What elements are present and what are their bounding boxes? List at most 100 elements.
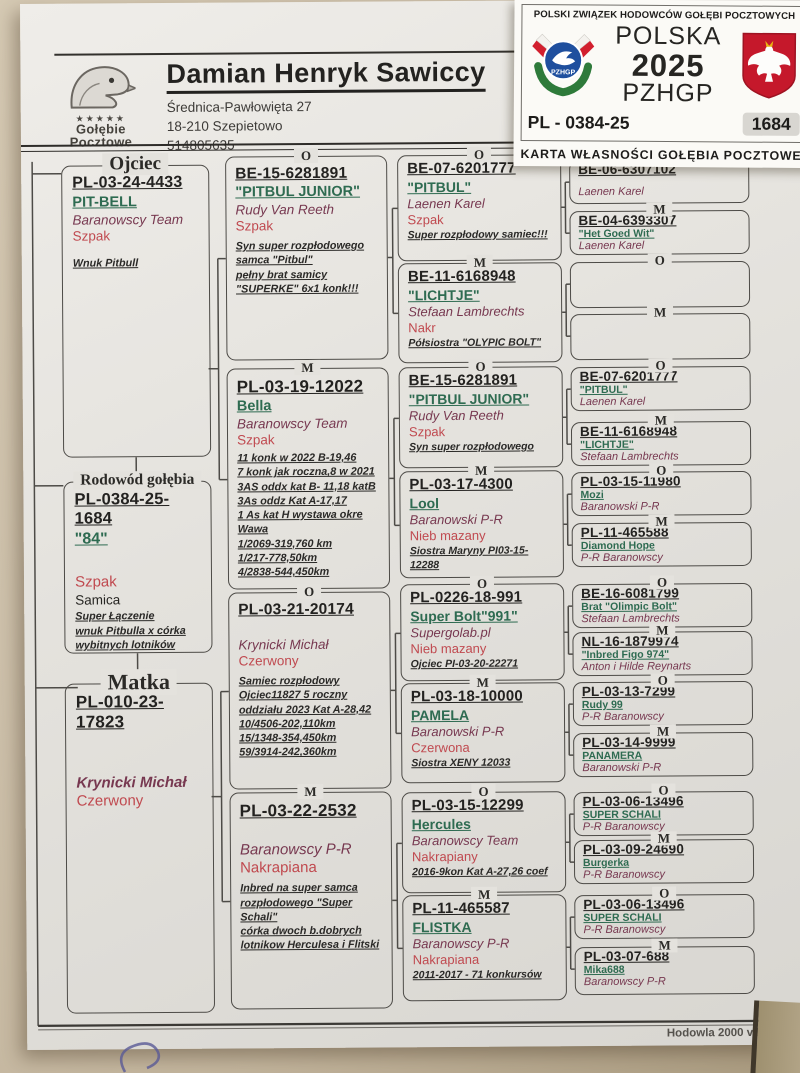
sex-label: O xyxy=(293,147,319,164)
pigeon-name: Burgerka xyxy=(582,856,630,869)
breeder-name: Baranowski P-R xyxy=(409,511,503,528)
color-label: Szpak xyxy=(235,218,274,234)
sex-label: M xyxy=(646,304,674,320)
description: Inbred na super samca rozpłodowego "Supe… xyxy=(240,882,380,952)
pedigree-card: ★★★★★ Gołębie Pocztowe Damian Henryk Saw… xyxy=(20,0,800,1050)
sex-label: M xyxy=(469,674,496,691)
badge-inner-frame: POLSKI ZWIĄZEK HODOWCÓW GOŁĘBI POCZTOWYC… xyxy=(520,4,800,143)
country-label: POLSKA xyxy=(615,21,722,51)
mother-box: Matka PL-010-23-17823 Krynicki Michał Cz… xyxy=(64,668,216,1014)
sex-label: O xyxy=(296,583,322,600)
pigeon-name: Mozi xyxy=(580,488,604,501)
sex-label: O xyxy=(468,358,493,375)
color-label: Nieb mazany xyxy=(409,527,486,543)
sex-label: O xyxy=(651,782,676,798)
mother-title: Matka xyxy=(100,668,177,696)
breeder-name: P-R Baranowscy xyxy=(580,551,663,565)
color-label: Nakr xyxy=(408,319,436,335)
sex-label: M xyxy=(466,254,494,271)
breeder-name: Supergolab.pl xyxy=(410,624,491,641)
pedigree-box: M PL-03-18-10000 PAMELA Baranowski P-R C… xyxy=(400,674,566,784)
pigeon-head-icon xyxy=(70,66,138,109)
sex-label: O xyxy=(469,575,495,592)
color-label: Nieb mazany xyxy=(410,640,487,656)
pedigree-box: O xyxy=(569,253,751,309)
description: Syn super rozpłodowego samca "Pitbul" pe… xyxy=(235,239,365,296)
description: 2011-2017 - 71 konkursów xyxy=(412,968,542,982)
color-label: Szpak xyxy=(72,228,111,244)
description: Siostra XENY 12033 xyxy=(411,756,511,770)
color-label: Czerwony xyxy=(238,653,299,669)
breeder-name: Baranowscy P-R xyxy=(583,975,666,988)
description: Wnuk Pitbull xyxy=(72,257,139,270)
badge-ring-number: PL - 0384-25 xyxy=(527,111,630,133)
description: Syn super rozpłodowego xyxy=(409,440,534,454)
sex-label: M xyxy=(651,937,678,953)
pedigree-chart: Ojciec PL-03-24-4433 PIT-BELL Baranowscy… xyxy=(21,146,800,1049)
paper-edge-shadow xyxy=(749,1000,800,1073)
breeder-name: P-R Baranowscy xyxy=(583,868,666,881)
breeder-name: Baranowscy Team xyxy=(72,211,184,228)
emblem-text: PZHGP xyxy=(551,70,575,77)
sex-label: M xyxy=(650,830,678,846)
pedigree-box: O BE-15-6281891 "PITBUL JUNIOR" Rudy Van… xyxy=(225,147,389,361)
pedigree-box: O BE-07-6201777 "PITBUL" Laenen Karel xyxy=(570,358,751,412)
pigeon-name: PANAMERA xyxy=(582,749,643,762)
pedigree-box: O BE-15-6281891 "PITBUL JUNIOR" Rudy Van… xyxy=(398,358,564,469)
pedigree-box: M BE-04-6393307 "Het Goed Wit" Laenen Ka… xyxy=(569,201,750,256)
pedigree-box: O PL-0226-18-991 Super Bolt"991" Supergo… xyxy=(400,575,565,682)
ring-number: PL-03-21-20174 xyxy=(238,600,354,619)
color-label: Szpak xyxy=(407,211,444,227)
ring-number: PL-03-22-2532 xyxy=(239,800,357,821)
pedigree-box: O BE-16-6081799 Brat "Olimpic Bolt" Stef… xyxy=(572,574,753,629)
breeder-name: Laenen Karel xyxy=(579,395,646,409)
color-label: Szpak xyxy=(408,423,446,439)
breeder-name: Stefaan Lambrechts xyxy=(408,303,525,320)
color-label: Czerwony xyxy=(76,791,144,810)
breeder-name: Krynicki Michał xyxy=(76,773,187,792)
association-name: POLSKI ZWIĄZEK HODOWCÓW GOŁĘBI POCZTOWYC… xyxy=(533,9,796,22)
father-title: Ojciec xyxy=(102,152,169,176)
sex-label: O xyxy=(648,358,673,373)
card-title: KARTA WŁASNOŚCI GOŁĘBIA POCZTOWEGO xyxy=(520,146,800,163)
pigeon-name: Super Bolt"991" xyxy=(410,607,518,624)
pedigree-box: M BE-11-6168948 "LICHTJE" Stefaan Lambre… xyxy=(570,412,752,467)
subject-box: Rodowód gołębia PL-0384-25-1684 "84" Szp… xyxy=(63,470,213,654)
description: 11 konk w 2022 B-19,46 7 konk jak roczna… xyxy=(237,451,376,579)
color-label: Czerwona xyxy=(411,739,470,755)
ring-number: PL-03-24-4433 xyxy=(72,173,183,192)
pigeon-name: SUPER SCHALI xyxy=(583,911,662,924)
sex-label: M xyxy=(649,622,676,638)
sex-label: O xyxy=(471,783,496,800)
pen-mark xyxy=(119,1042,161,1073)
breeder-name: Rudy Van Reeth xyxy=(235,202,335,218)
sex-label: O xyxy=(647,253,672,268)
breeder-name: Laenen Karel xyxy=(407,195,485,212)
pedigree-box: O PL-03-13-7299 Rudy 99 P-R Baranowscy xyxy=(572,672,754,727)
breeder-name: Baranowski P-R xyxy=(411,723,505,740)
pigeon-name: "PITBUL" xyxy=(407,178,472,195)
breeder-name: Laenen Karel xyxy=(578,185,644,198)
pigeon-name: Diamond Hope xyxy=(580,539,655,552)
color-label: Nakrapiany xyxy=(411,848,478,864)
sex-label: M xyxy=(648,513,675,529)
sex-label: M xyxy=(647,412,675,428)
color-label: Szpak xyxy=(74,573,117,591)
sex-label: O xyxy=(652,885,677,901)
breeder-name: P-R Baranowscy xyxy=(581,710,664,724)
pzhgp-emblem-icon: PZHGP xyxy=(532,34,595,97)
description: Ojciec PI-03-20-22271 xyxy=(410,657,519,671)
loft-logo: ★★★★★ Gołębie Pocztowe xyxy=(54,61,147,149)
pigeon-name: "PITBUL JUNIOR" xyxy=(235,183,361,201)
pigeon-name: Mika688 xyxy=(583,963,625,976)
ownership-badge: POLSKI ZWIĄZEK HODOWCÓW GOŁĘBI POCZTOWYC… xyxy=(513,0,800,168)
pigeon-name: "LICHTJE" xyxy=(407,286,480,303)
badge-serial-number: 1684 xyxy=(742,112,800,136)
breeder-name: P-R Baranowscy xyxy=(583,923,666,936)
year-label: 2025 xyxy=(631,47,705,83)
pedigree-box: M xyxy=(570,304,751,361)
pigeon-name: "PITBUL JUNIOR" xyxy=(408,390,530,407)
ring-number: BE-15-6281891 xyxy=(235,164,348,183)
pedigree-box: M PL-03-22-2532 Baranowscy P-R Nakrapian… xyxy=(229,783,394,1010)
